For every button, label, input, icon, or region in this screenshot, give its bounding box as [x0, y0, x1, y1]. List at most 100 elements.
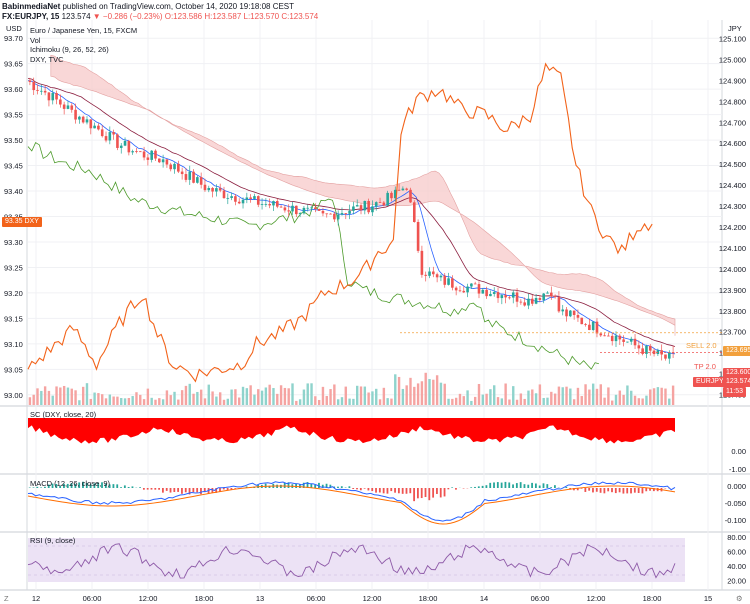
volume-bar [523, 398, 526, 405]
macd-histogram-bar [485, 485, 488, 488]
volume-bar [553, 393, 557, 405]
volume-bar [595, 388, 599, 405]
ichimoku-cloud [50, 54, 676, 336]
volume-bar [62, 385, 66, 405]
rsi-band [28, 538, 685, 582]
candle-body [314, 207, 317, 210]
volume-bar [485, 393, 488, 405]
candle-body [275, 201, 279, 207]
macd-histogram-bar [302, 482, 305, 488]
macd-histogram-bar [131, 486, 134, 488]
macd-histogram-bar [496, 482, 499, 488]
candle-body [477, 284, 481, 294]
volume-bar [173, 391, 176, 405]
settings-icon[interactable]: ⚙ [736, 594, 743, 603]
macd-histogram-bar [515, 483, 518, 488]
macd-histogram-bar [607, 488, 610, 492]
sc-tick-label: -1.00 [729, 465, 746, 474]
macd-histogram-bar [630, 488, 632, 494]
volume-bar [611, 400, 614, 405]
candle-body [272, 201, 275, 206]
volume-bar [375, 388, 378, 405]
volume-bar [196, 391, 199, 405]
volume-bar [515, 399, 519, 405]
chikou-line [27, 141, 599, 370]
macd-histogram-bar [447, 488, 450, 490]
chart-legend: Euro / Japanese Yen, 15, FXCM Vol Ichimo… [30, 26, 137, 64]
volume-bar [496, 397, 500, 405]
volume-bar [207, 384, 210, 405]
jpy-tick-label: 123.900 [719, 286, 746, 295]
volume-bar [150, 397, 153, 405]
candle-body [565, 309, 568, 317]
volume-bar [671, 385, 675, 405]
candle-body [295, 205, 298, 215]
tp-price-tag: 123.600 [723, 368, 750, 378]
candle-body [329, 213, 332, 215]
macd-histogram-bar [299, 484, 301, 488]
volume-bar [43, 386, 47, 405]
candle-body [645, 345, 648, 354]
macd-histogram-bar [340, 486, 343, 488]
candle-body [321, 210, 325, 214]
macd-histogram-bar [622, 488, 625, 494]
macd-histogram-bar [325, 483, 328, 488]
macd-histogram-bar [63, 483, 65, 488]
x-tick-label: 06:00 [83, 594, 102, 603]
volume-bar [348, 398, 351, 405]
volume-bar [295, 400, 298, 405]
volume-bar [401, 388, 405, 405]
volume-bar [310, 383, 313, 405]
macd-histogram-bar [116, 484, 119, 488]
volume-bar [557, 386, 561, 405]
candle-body [207, 187, 211, 191]
x-tick-label: 06:00 [307, 594, 326, 603]
candle-body [511, 292, 515, 298]
macd-histogram-bar [599, 488, 602, 493]
macd-histogram-bar [614, 488, 617, 494]
macd-histogram-bar [154, 488, 157, 490]
usd-tick-label: 93.55 [4, 111, 23, 120]
candle-body [508, 297, 511, 299]
volume-bar [165, 390, 169, 405]
candle-body [47, 92, 51, 101]
macd-histogram-bar [401, 488, 404, 494]
candle-body [279, 206, 283, 208]
candle-body [591, 321, 595, 331]
candle-body [569, 310, 572, 317]
macd-histogram-bar [74, 484, 77, 488]
macd-histogram-bar [283, 482, 286, 488]
macd-histogram-bar [169, 488, 172, 493]
volume-bar [78, 400, 81, 405]
candle-body [264, 203, 268, 205]
volume-bar [542, 397, 545, 405]
volume-bar [546, 397, 549, 405]
volume-bar [618, 390, 622, 405]
candle-body [374, 202, 378, 207]
candle-body [40, 90, 43, 92]
usd-tick-label: 93.00 [4, 391, 23, 400]
usd-tick-label: 93.05 [4, 365, 23, 374]
volume-bar [276, 393, 279, 405]
x-tick-label: 12 [32, 594, 40, 603]
candle-body [610, 335, 614, 342]
volume-bar [356, 385, 359, 405]
macd-histogram-bar [508, 482, 511, 488]
candle-body [496, 292, 500, 299]
legend-dxy[interactable]: DXY, TVC [30, 54, 64, 64]
candle-body [443, 275, 447, 285]
volume-bar [215, 396, 218, 405]
candle-body [36, 90, 39, 91]
volume-bar [481, 394, 484, 405]
volume-bar [230, 389, 233, 405]
volume-bar [633, 395, 637, 405]
candle-body [237, 201, 241, 204]
legend-ichimoku[interactable]: Ichimoku (9, 26, 52, 26) [30, 45, 109, 54]
legend-vol[interactable]: Vol [30, 35, 41, 45]
volume-bar [527, 390, 530, 405]
volume-bar [405, 385, 408, 405]
candle-body [158, 158, 161, 163]
macd-histogram-bar [500, 482, 503, 488]
timezone-icon[interactable]: Z [4, 594, 9, 603]
